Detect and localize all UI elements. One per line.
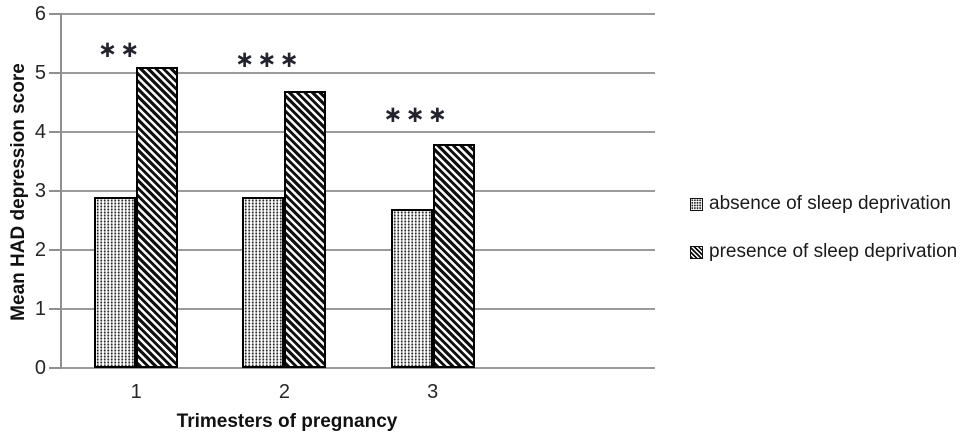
significance-annotation-3: ∗∗∗ bbox=[383, 101, 451, 128]
legend-label-absence: absence of sleep deprivation bbox=[709, 193, 951, 214]
legend: absence of sleep deprivation presence of… bbox=[690, 193, 957, 289]
bar-absence-trimester-2 bbox=[242, 196, 285, 368]
x-tick-label-3: 3 bbox=[427, 381, 439, 403]
y-axis-tick-5 bbox=[49, 72, 62, 74]
y-axis-tick-6 bbox=[49, 13, 62, 15]
bar-presence-trimester-3 bbox=[432, 143, 475, 368]
y-tick-label-2: 2 bbox=[34, 239, 46, 261]
gridline-y1 bbox=[62, 308, 655, 310]
bar-presence-trimester-1 bbox=[136, 67, 179, 368]
gridline-y6 bbox=[62, 13, 655, 15]
x-tick-label-2: 2 bbox=[278, 381, 290, 403]
y-axis-tick-3 bbox=[49, 190, 62, 192]
gridline-y4 bbox=[62, 131, 655, 133]
gridline-y0 bbox=[62, 367, 655, 369]
y-axis-tick-1 bbox=[49, 308, 62, 310]
bar-presence-trimester-2 bbox=[284, 90, 327, 368]
legend-swatch-stripes-icon bbox=[690, 245, 703, 259]
gridline-y2 bbox=[62, 249, 655, 251]
y-tick-label-3: 3 bbox=[34, 180, 46, 202]
y-tick-label-5: 5 bbox=[34, 62, 46, 84]
legend-label-presence: presence of sleep deprivation bbox=[709, 241, 958, 262]
y-tick-label-6: 6 bbox=[34, 3, 46, 25]
gridline-y5 bbox=[62, 72, 655, 74]
bar-absence-trimester-1 bbox=[94, 196, 137, 368]
gridline-y3 bbox=[62, 190, 655, 192]
bar-absence-trimester-3 bbox=[390, 208, 433, 368]
y-axis-tick-2 bbox=[49, 249, 62, 251]
y-axis-tick-0 bbox=[49, 367, 62, 369]
x-axis-title: Trimesters of pregnancy bbox=[176, 411, 398, 432]
legend-item-absence: absence of sleep deprivation bbox=[690, 193, 957, 215]
y-axis-tick-4 bbox=[49, 131, 62, 133]
plot-area: ∗∗ ∗∗∗ ∗∗∗ bbox=[62, 13, 655, 369]
y-tick-label-0: 0 bbox=[34, 357, 46, 379]
significance-annotation-2: ∗∗∗ bbox=[234, 46, 302, 73]
legend-item-presence: presence of sleep deprivation bbox=[690, 241, 957, 263]
significance-annotation-1: ∗∗ bbox=[97, 37, 143, 64]
legend-swatch-dots-icon bbox=[690, 197, 703, 211]
y-tick-label-1: 1 bbox=[34, 298, 46, 320]
x-tick-label-1: 1 bbox=[130, 381, 142, 403]
y-tick-label-4: 4 bbox=[34, 121, 46, 143]
